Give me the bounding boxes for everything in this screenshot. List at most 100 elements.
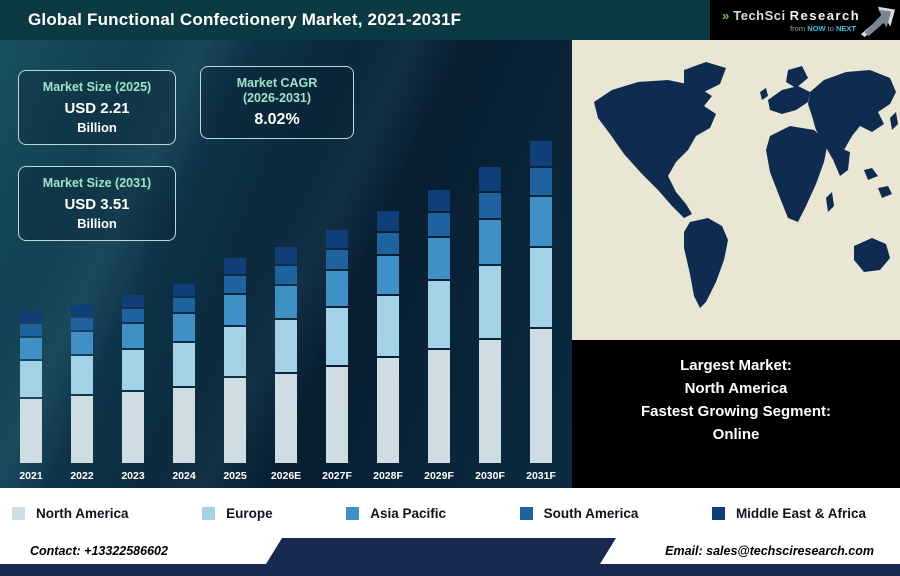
bar-segment-europe <box>71 356 93 394</box>
bar-segment-asia-pacific <box>224 294 246 326</box>
bar-segment-middle-east-africa <box>275 246 297 264</box>
continent-north-america <box>594 80 716 218</box>
bar-segment-europe <box>479 266 501 338</box>
continent-africa <box>766 126 828 222</box>
bar-segment-middle-east-africa <box>224 257 246 274</box>
bar-segment-north-america <box>326 366 348 463</box>
bar-stack <box>122 128 144 463</box>
bar-stack <box>224 128 246 463</box>
page-title: Global Functional Confectionery Market, … <box>28 10 462 29</box>
bar-segment-middle-east-africa <box>479 167 501 191</box>
logo-tagline: from NOW to NEXT <box>722 24 856 33</box>
bar-column-2021: 2021 <box>8 128 54 482</box>
info-box-unit: Billion <box>77 120 117 135</box>
legend-item-asia-pacific: Asia Pacific <box>346 506 446 521</box>
bar-segment-south-america <box>122 308 144 323</box>
bar-column-2026E: 2026E <box>263 128 309 482</box>
chart-panel: Market Size (2025) USD 2.21 Billion Mark… <box>0 40 572 488</box>
right-panel: Largest Market: North America Fastest Gr… <box>572 40 900 488</box>
callout-line: North America <box>684 380 788 397</box>
bar-stack <box>71 128 93 463</box>
footer: Contact: +13322586602 Email: sales@techs… <box>0 538 900 576</box>
region-indonesia <box>878 186 892 198</box>
bar-segment-south-america <box>173 298 195 313</box>
bar-segment-middle-east-africa <box>71 304 93 316</box>
logo-brand-secondary: Research <box>789 7 861 23</box>
bar-stack <box>377 128 399 463</box>
x-axis-label: 2026E <box>270 470 302 482</box>
bar-segment-europe <box>530 248 552 327</box>
tagline-next: NEXT <box>835 23 856 33</box>
x-axis-label: 2023 <box>121 470 145 482</box>
info-box-title: Market Size (2025) <box>42 80 152 94</box>
info-box-value: USD 3.51 <box>64 196 130 213</box>
legend-item-europe: Europe <box>202 506 273 521</box>
info-box-value: USD 2.21 <box>64 100 130 117</box>
legend-item-south-america: South America <box>519 506 638 521</box>
legend-swatch <box>519 506 533 520</box>
bar-stack <box>326 128 348 463</box>
bar-column-2025: 2025 <box>212 128 258 482</box>
bar-segment-north-america <box>224 378 246 463</box>
bar-segment-europe <box>122 350 144 391</box>
legend-swatch <box>711 506 725 520</box>
chevron-right-icon: » <box>722 7 730 23</box>
x-axis-label: 2021 <box>19 470 43 482</box>
bar-segment-middle-east-africa <box>20 312 42 322</box>
callout-line: Largest Market: <box>680 357 792 374</box>
legend-label: Asia Pacific <box>370 505 446 521</box>
bar-stack <box>20 128 42 463</box>
bar-segment-asia-pacific <box>275 285 297 318</box>
main-content: Market Size (2025) USD 2.21 Billion Mark… <box>0 40 900 488</box>
region-southeast-asia <box>864 168 878 180</box>
info-box-value: 8.02% <box>254 111 300 128</box>
techsci-logo: » TechSci Research from NOW to NEXT <box>710 0 900 40</box>
bar-segment-asia-pacific <box>20 337 42 359</box>
bar-segment-europe <box>377 295 399 357</box>
bar-stack <box>173 128 195 463</box>
world-map-svg <box>572 40 900 340</box>
contact-info: Contact: +13322586602 <box>0 538 282 564</box>
bar-segment-europe <box>275 319 297 372</box>
bar-column-2024: 2024 <box>161 128 207 482</box>
bar-segment-north-america <box>377 358 399 463</box>
bar-segment-south-america <box>428 213 450 237</box>
bar-segment-south-america <box>20 323 42 336</box>
bar-stack <box>479 128 501 463</box>
legend-item-middle-east-africa: Middle East & Africa <box>711 506 866 521</box>
bar-column-2028F: 2028F <box>365 128 411 482</box>
region-scandinavia <box>786 66 808 88</box>
bar-stack <box>275 128 297 463</box>
region-british-isles <box>760 88 768 100</box>
x-axis-label: 2028F <box>373 470 403 482</box>
market-cagr-box: Market CAGR (2026-2031) 8.02% <box>200 66 354 139</box>
bar-column-2023: 2023 <box>110 128 156 482</box>
bar-segment-asia-pacific <box>122 324 144 349</box>
continent-south-america <box>684 218 728 308</box>
bar-segment-south-america <box>275 265 297 284</box>
bar-segment-europe <box>326 308 348 365</box>
bar-segment-north-america <box>173 387 195 463</box>
bar-column-2030F: 2030F <box>467 128 513 482</box>
bar-segment-north-america <box>275 373 297 463</box>
bar-segment-north-america <box>428 349 450 463</box>
email-info: Email: sales@techsciresearch.com <box>600 538 900 564</box>
bar-segment-north-america <box>479 339 501 463</box>
bar-segment-south-america <box>224 275 246 293</box>
bar-segment-south-america <box>71 317 93 331</box>
continent-asia <box>808 70 896 172</box>
header: Global Functional Confectionery Market, … <box>0 0 900 40</box>
bar-segment-middle-east-africa <box>173 283 195 297</box>
bar-segment-asia-pacific <box>377 256 399 294</box>
bar-segment-north-america <box>122 392 144 463</box>
bar-segment-south-america <box>377 232 399 255</box>
legend-label: North America <box>36 505 129 521</box>
largest-market-callout: Largest Market: North America Fastest Gr… <box>572 340 900 488</box>
bar-segment-north-america <box>71 396 93 463</box>
callout-line: Online <box>712 426 760 443</box>
bar-column-2027F: 2027F <box>314 128 360 482</box>
logo-brand-primary: TechSci <box>733 7 786 23</box>
legend-swatch <box>12 506 25 520</box>
tagline-to: to <box>827 23 834 33</box>
